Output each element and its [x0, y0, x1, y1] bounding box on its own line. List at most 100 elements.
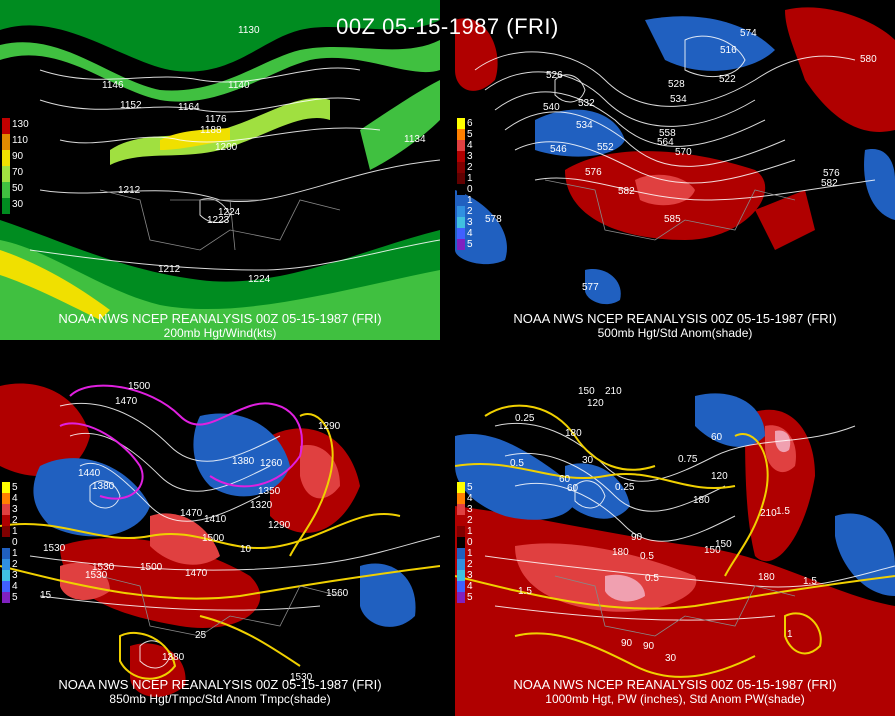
legend-label: 6 — [467, 118, 473, 129]
legend-label: 1 — [467, 173, 473, 184]
legend-swatch — [457, 548, 465, 559]
legend-label: 1 — [12, 548, 18, 559]
legend-label: 50 — [12, 183, 24, 194]
contour-label: 585 — [664, 214, 681, 225]
contour-label: 1470 — [180, 508, 203, 519]
legend-row: 3 — [2, 504, 32, 515]
contour-label: 1290 — [318, 421, 341, 432]
legend-row: 3 — [457, 504, 487, 515]
legend-label: 2 — [467, 162, 473, 173]
contour-label: 60 — [711, 432, 723, 443]
legend-swatch — [457, 173, 465, 184]
contour-label: 180 — [612, 547, 629, 558]
contour-label: 576 — [585, 167, 602, 178]
contour-label: 180 — [565, 428, 582, 439]
contour-label: 1176 — [205, 114, 227, 125]
legend-swatch — [457, 162, 465, 173]
legend-swatch — [2, 134, 10, 150]
contour-label: 180 — [758, 572, 775, 583]
legend-swatch — [457, 559, 465, 570]
contour-label: 1224 — [248, 274, 271, 285]
contour-label: 150 — [578, 386, 595, 397]
caption-source: NOAA NWS NCEP REANALYSIS 00Z 05-15-1987 … — [513, 677, 837, 692]
map-title: 00Z 05-15-1987 (FRI) — [336, 14, 559, 39]
legend-label: 90 — [12, 151, 24, 162]
contour-label: 1130 — [238, 25, 260, 36]
legend-swatch — [457, 184, 465, 195]
contour-label: 528 — [668, 79, 685, 90]
legend-label: 1 — [12, 526, 18, 537]
contour-label: 540 — [543, 102, 560, 113]
legend-swatch — [457, 151, 465, 162]
caption-field: 200mb Hgt/Wind(kts) — [163, 326, 277, 340]
contour-label: 60 — [559, 474, 571, 485]
legend-swatch — [457, 526, 465, 537]
legend-label: 5 — [12, 592, 18, 603]
legend-row: 5 — [457, 592, 487, 603]
legend-swatch — [2, 592, 10, 603]
legend-swatch — [2, 581, 10, 592]
legend-row: 2 — [457, 559, 487, 570]
contour-label: 10 — [240, 544, 252, 555]
contour-label: 60 — [567, 483, 579, 494]
legend-row: 0 — [2, 537, 32, 548]
contour-label: 25 — [195, 630, 207, 641]
legend-label: 110 — [12, 135, 28, 146]
contour-label: 552 — [597, 142, 614, 153]
legend-label: 5 — [467, 129, 473, 140]
contour-label: 558 — [659, 128, 676, 139]
contour-label: 180 — [693, 495, 710, 506]
legend-850mb: 5 4 3 2 1 0 1 2 3 4 5 — [2, 482, 32, 603]
contour-label: 1212 — [158, 264, 181, 275]
legend-label: 30 — [12, 199, 24, 210]
contour-label: 210 — [605, 386, 622, 397]
legend-row: 110 — [2, 134, 32, 150]
legend-label: 0 — [12, 537, 18, 548]
contour-label: 1188 — [200, 125, 222, 136]
legend-swatch — [457, 493, 465, 504]
contour-label: 1500 — [140, 562, 163, 573]
legend-label: 0 — [467, 184, 473, 195]
contour-label: 1.5 — [803, 576, 817, 587]
panel-200mb: 1152 1164 1176 1188 1140 1200 1212 1224 1224 1212… — [0, 0, 440, 340]
contour-label: 1530 — [85, 570, 108, 581]
legend-label: 5 — [12, 482, 18, 493]
contour-label: 580 — [860, 54, 877, 65]
contour-label: 0.5 — [640, 551, 654, 562]
contour-label: 576 — [823, 168, 840, 179]
caption-field: 850mb Hgt/Tmpc/Std Anom Tmpc(shade) — [109, 692, 331, 706]
legend-row: 1 — [457, 548, 487, 559]
contour-label: 534 — [670, 94, 687, 105]
legend-row: 4 — [457, 140, 487, 151]
contour-label: 1200 — [215, 142, 238, 153]
legend-swatch — [457, 482, 465, 493]
legend-swatch — [2, 570, 10, 581]
contour-label: 0.25 — [515, 413, 535, 424]
legend-swatch — [457, 592, 465, 603]
legend-row: 4 — [457, 493, 487, 504]
legend-row: 5 — [2, 592, 32, 603]
contour-label: 150 — [704, 545, 721, 556]
contour-label: 1.5 — [776, 506, 790, 517]
contour-label: 1152 — [120, 100, 142, 111]
legend-swatch — [2, 198, 10, 214]
legend-row: 1 — [457, 526, 487, 537]
legend-label: 4 — [12, 493, 18, 504]
panel-caption: NOAA NWS NCEP REANALYSIS 00Z 05-15-1987 … — [0, 312, 440, 341]
legend-label: 4 — [467, 493, 473, 504]
contour-label: 534 — [576, 120, 593, 131]
legend-row: 5 — [2, 482, 32, 493]
legend-swatch — [2, 150, 10, 166]
legend-row: 5 — [457, 129, 487, 140]
legend-label: 4 — [467, 140, 473, 151]
contour-label: 578 — [485, 214, 502, 225]
legend-label: 3 — [12, 570, 18, 581]
legend-label: 5 — [467, 239, 473, 250]
contour-label: 1223 — [207, 215, 230, 226]
legend-row: 90 — [2, 150, 32, 166]
legend-swatch — [457, 228, 465, 239]
contour-label: 1380 — [92, 481, 115, 492]
legend-row: 4 — [457, 228, 487, 239]
